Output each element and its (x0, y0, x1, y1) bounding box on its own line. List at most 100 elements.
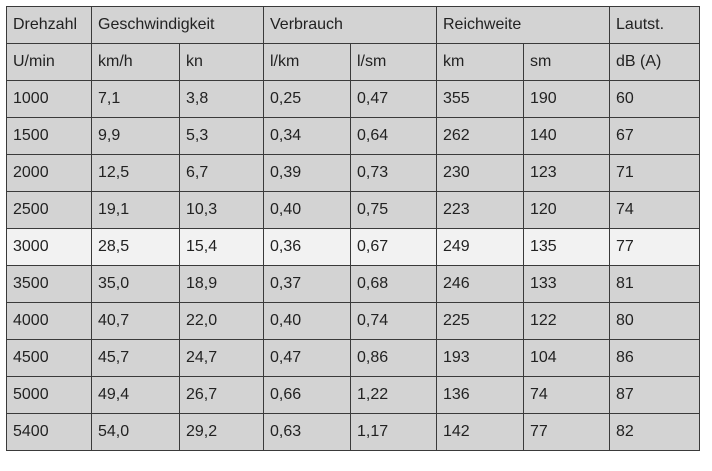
table-cell: 81 (609, 265, 701, 303)
table-cell: 15,4 (179, 228, 264, 266)
table-cell: 0,73 (350, 154, 437, 192)
table-cell: 3,8 (179, 80, 264, 118)
table-cell: 87 (609, 376, 701, 414)
table-cell: 0,75 (350, 191, 437, 229)
table-row: 1500 9,9 5,3 0,34 0,64 262 140 67 (6, 117, 701, 155)
table-cell: 80 (609, 302, 701, 340)
unit-cell: sm (522, 43, 611, 81)
table-cell: 5400 (6, 413, 92, 451)
table-cell: 77 (609, 228, 701, 266)
table-cell: 0,86 (350, 339, 437, 377)
table-cell: 142 (436, 413, 524, 451)
table-row: 3000 28,5 15,4 0,36 0,67 249 135 77 (6, 228, 701, 266)
table-cell: 86 (609, 339, 701, 377)
table-cell: 18,9 (179, 265, 264, 303)
table-cell: 223 (436, 191, 524, 229)
table-cell: 0,37 (263, 265, 351, 303)
header-lautst: Lautst. (609, 6, 701, 44)
table-cell: 135 (522, 228, 611, 266)
table-cell: 0,40 (263, 191, 351, 229)
table-cell: 122 (522, 302, 611, 340)
unit-cell: l/km (263, 43, 351, 81)
table-cell: 0,67 (350, 228, 437, 266)
table-cell: 104 (522, 339, 611, 377)
table-cell: 133 (522, 265, 611, 303)
table-body: Drehzahl Geschwindigkeit Verbrauch Reich… (6, 6, 701, 451)
header-row: Drehzahl Geschwindigkeit Verbrauch Reich… (6, 6, 701, 44)
table-cell: 4000 (6, 302, 92, 340)
table-cell: 0,64 (350, 117, 437, 155)
table-cell: 74 (522, 376, 611, 414)
table-cell: 12,5 (91, 154, 180, 192)
table-cell: 7,1 (91, 80, 180, 118)
table-cell: 22,0 (179, 302, 264, 340)
table-cell: 3000 (6, 228, 92, 266)
unit-cell: km/h (91, 43, 180, 81)
header-geschwindigkeit: Geschwindigkeit (91, 6, 264, 44)
table-cell: 2000 (6, 154, 92, 192)
table-cell: 24,7 (179, 339, 264, 377)
table-cell: 6,7 (179, 154, 264, 192)
table-cell: 26,7 (179, 376, 264, 414)
table-cell: 74 (609, 191, 701, 229)
table-row: 2000 12,5 6,7 0,39 0,73 230 123 71 (6, 154, 701, 192)
table-cell: 0,25 (263, 80, 351, 118)
table-row: 4500 45,7 24,7 0,47 0,86 193 104 86 (6, 339, 701, 377)
table-cell: 10,3 (179, 191, 264, 229)
table-cell: 67 (609, 117, 701, 155)
table-cell: 0,74 (350, 302, 437, 340)
unit-cell: kn (179, 43, 264, 81)
table-cell: 9,9 (91, 117, 180, 155)
table-cell: 29,2 (179, 413, 264, 451)
table-cell: 123 (522, 154, 611, 192)
table-cell: 19,1 (91, 191, 180, 229)
table-cell: 355 (436, 80, 524, 118)
table-cell: 45,7 (91, 339, 180, 377)
table-row: 3500 35,0 18,9 0,37 0,68 246 133 81 (6, 265, 701, 303)
table-row: 5400 54,0 29,2 0,63 1,17 142 77 82 (6, 413, 701, 451)
table-cell: 5,3 (179, 117, 264, 155)
table-cell: 60 (609, 80, 701, 118)
table-cell: 3500 (6, 265, 92, 303)
table-cell: 49,4 (91, 376, 180, 414)
table-cell: 0,40 (263, 302, 351, 340)
table-cell: 1,17 (350, 413, 437, 451)
table-cell: 230 (436, 154, 524, 192)
table-cell: 262 (436, 117, 524, 155)
table-cell: 71 (609, 154, 701, 192)
unit-cell: U/min (6, 43, 92, 81)
table-cell: 4500 (6, 339, 92, 377)
table-container: Drehzahl Geschwindigkeit Verbrauch Reich… (6, 6, 701, 451)
table-cell: 28,5 (91, 228, 180, 266)
unit-cell: l/sm (350, 43, 437, 81)
unit-cell: dB (A) (609, 43, 701, 81)
header-drehzahl: Drehzahl (6, 6, 92, 44)
table-cell: 0,39 (263, 154, 351, 192)
table-cell: 54,0 (91, 413, 180, 451)
table-cell: 40,7 (91, 302, 180, 340)
unit-cell: km (436, 43, 524, 81)
table-cell: 136 (436, 376, 524, 414)
table-cell: 1,22 (350, 376, 437, 414)
table-cell: 0,47 (263, 339, 351, 377)
table-cell: 0,66 (263, 376, 351, 414)
table-cell: 120 (522, 191, 611, 229)
table-cell: 2500 (6, 191, 92, 229)
table-cell: 140 (522, 117, 611, 155)
table-cell: 0,63 (263, 413, 351, 451)
table-row: 2500 19,1 10,3 0,40 0,75 223 120 74 (6, 191, 701, 229)
table-cell: 193 (436, 339, 524, 377)
table-cell: 1000 (6, 80, 92, 118)
table-cell: 249 (436, 228, 524, 266)
table-row: 1000 7,1 3,8 0,25 0,47 355 190 60 (6, 80, 701, 118)
table-cell: 225 (436, 302, 524, 340)
table-cell: 0,36 (263, 228, 351, 266)
table-cell: 35,0 (91, 265, 180, 303)
header-reichweite: Reichweite (435, 6, 611, 44)
table-cell: 82 (609, 413, 701, 451)
table-cell: 1500 (6, 117, 92, 155)
units-row: U/min km/h kn l/km l/sm km sm dB (A) (6, 43, 701, 81)
table-row: 4000 40,7 22,0 0,40 0,74 225 122 80 (6, 302, 701, 340)
table-cell: 190 (522, 80, 611, 118)
header-verbrauch: Verbrauch (263, 6, 437, 44)
